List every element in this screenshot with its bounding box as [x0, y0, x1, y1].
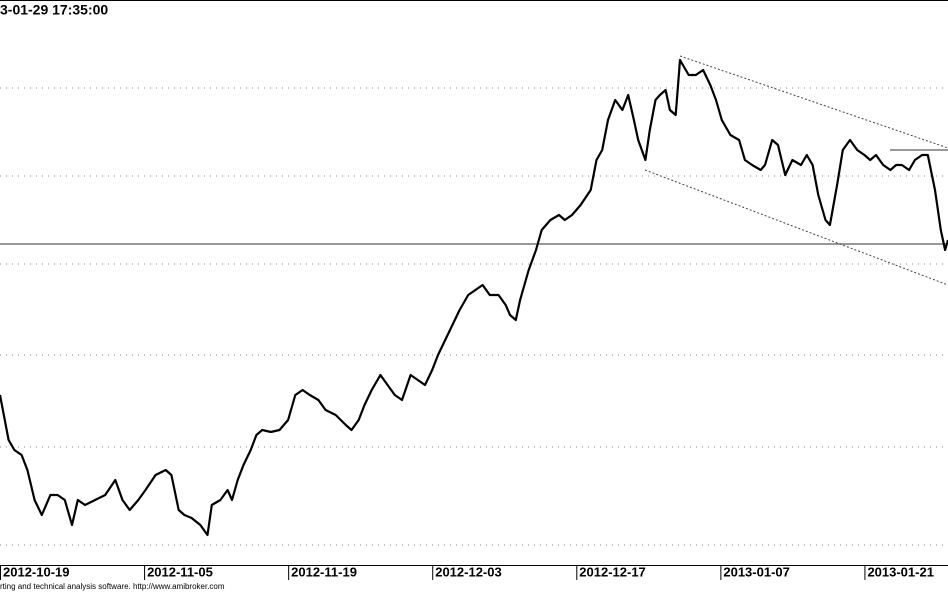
footer: rting and technical analysis software. h… [0, 582, 225, 591]
trend-line [644, 169, 948, 286]
x-tick-label: 2012-12-03 [435, 564, 502, 579]
x-tick-label: 2012-12-17 [579, 564, 646, 579]
x-tick-label: 2012-11-19 [291, 564, 357, 579]
x-tick-label: 2013-01-21 [867, 564, 934, 579]
chart-title: 3-01-29 17:35:00 [0, 2, 108, 18]
x-tick-label: 2012-11-05 [147, 564, 213, 579]
x-tick-label: 2012-10-19 [3, 564, 70, 579]
x-tick-label: 2013-01-07 [723, 564, 790, 579]
price-line [0, 58, 948, 537]
trend-line [679, 55, 948, 149]
